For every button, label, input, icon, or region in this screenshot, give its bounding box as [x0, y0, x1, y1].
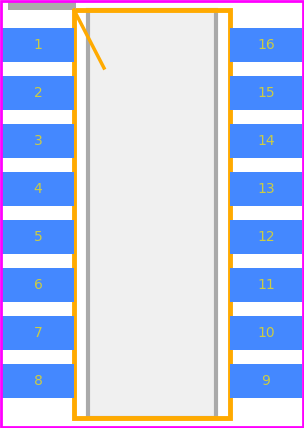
Bar — [2, 28, 74, 62]
Text: 11: 11 — [257, 278, 275, 292]
Bar — [230, 172, 302, 206]
Bar — [2, 268, 74, 302]
Text: 3: 3 — [34, 134, 42, 148]
Bar — [230, 124, 302, 158]
Bar — [230, 268, 302, 302]
Text: 13: 13 — [257, 182, 275, 196]
Bar — [230, 28, 302, 62]
Bar — [2, 124, 74, 158]
Bar — [8, 2, 76, 10]
Text: 14: 14 — [257, 134, 275, 148]
Text: 6: 6 — [33, 278, 43, 292]
Bar — [2, 172, 74, 206]
Text: 1: 1 — [33, 38, 43, 52]
Text: 4: 4 — [34, 182, 42, 196]
Bar — [230, 364, 302, 398]
Text: 15: 15 — [257, 86, 275, 100]
Text: 5: 5 — [34, 230, 42, 244]
Text: 12: 12 — [257, 230, 275, 244]
Bar — [230, 220, 302, 254]
Text: 10: 10 — [257, 326, 275, 340]
Text: 2: 2 — [34, 86, 42, 100]
Bar — [2, 220, 74, 254]
Bar — [2, 76, 74, 110]
Text: 16: 16 — [257, 38, 275, 52]
Text: 9: 9 — [261, 374, 271, 388]
Bar — [230, 76, 302, 110]
Bar — [2, 364, 74, 398]
Bar — [88, 10, 216, 418]
Text: 7: 7 — [34, 326, 42, 340]
Text: 8: 8 — [33, 374, 43, 388]
Bar — [230, 316, 302, 350]
Bar — [74, 10, 230, 418]
Bar — [2, 316, 74, 350]
